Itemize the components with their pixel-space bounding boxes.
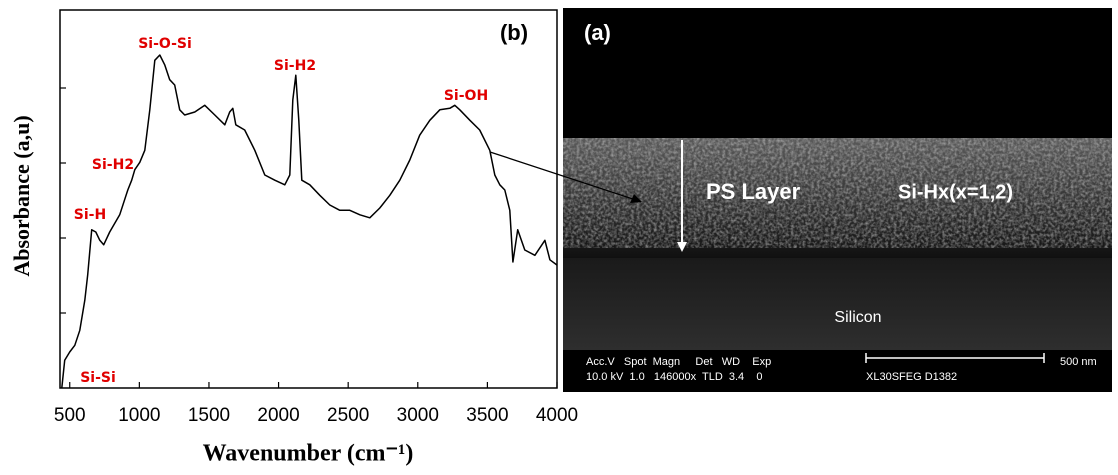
x-tick-label: 500	[54, 405, 86, 426]
panel-label: (b)	[500, 20, 528, 45]
substrate-label: Silicon	[834, 309, 881, 326]
layer-label: PS Layer	[706, 179, 801, 204]
y-axis-title: Absorbance (a,u)	[9, 115, 34, 276]
x-tick-label: 4000	[536, 405, 578, 426]
peak-label: Si-Si	[80, 370, 116, 386]
bond-label: Si-Hx(x=1,2)	[898, 181, 1013, 203]
peak-label: Si-H2	[274, 58, 316, 74]
peak-label: Si-H2	[92, 157, 134, 173]
peak-label: Si-O-Si	[138, 36, 192, 52]
x-tick-label: 2000	[257, 405, 299, 426]
scale-label: 500 nm	[1060, 356, 1097, 368]
spectrum-line	[61, 54, 558, 389]
x-tick-label: 3000	[397, 405, 439, 426]
x-tick-label: 3500	[466, 405, 508, 426]
plot-frame	[59, 9, 558, 389]
peak-label: Si-OH	[444, 88, 488, 104]
peak-label: Si-H	[74, 207, 106, 223]
callout-arrowhead	[630, 194, 642, 203]
instrument: XL30SFEG D1382	[866, 371, 957, 383]
info-header: Acc.V Spot Magn Det WD Exp	[586, 356, 771, 368]
x-tick-label: 2500	[327, 405, 369, 426]
sem-image: (a) PS Layer Si-Hx(x=1,2) Silicon Acc.V …	[563, 8, 1112, 392]
x-tick-label: 1500	[188, 405, 230, 426]
info-values: 10.0 kV 1.0 146000x TLD 3.4 0	[586, 371, 763, 383]
callout-arrow	[489, 151, 637, 201]
x-axis-title: Wavenumber (cm⁻¹)	[203, 441, 414, 467]
x-tick-label: 1000	[118, 405, 160, 426]
panel-label: (a)	[584, 20, 611, 45]
